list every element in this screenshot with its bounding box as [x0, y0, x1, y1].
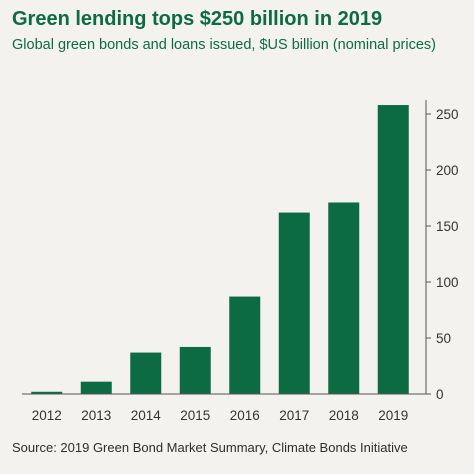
bar-2014 — [130, 352, 162, 394]
source-note: Source: 2019 Green Bond Market Summary, … — [12, 440, 408, 455]
bar-2019 — [377, 105, 409, 394]
x-tick-label: 2017 — [279, 408, 309, 423]
y-tick-label: 100 — [436, 275, 459, 290]
x-tick-label: 2014 — [131, 408, 162, 423]
bar-2017 — [278, 212, 310, 394]
y-tick-label: 50 — [436, 331, 451, 346]
x-tick-label: 2013 — [81, 408, 111, 423]
chart-subtitle: Global green bonds and loans issued, $US… — [12, 37, 436, 53]
y-tick-label: 150 — [436, 219, 459, 234]
bar-2016 — [229, 296, 261, 394]
bar-2018 — [328, 202, 360, 394]
y-tick-label: 200 — [436, 163, 459, 178]
y-tick-label: 250 — [436, 107, 459, 122]
bar-2015 — [179, 346, 211, 394]
x-tick-label: 2018 — [329, 408, 359, 423]
bar-2012 — [31, 391, 63, 394]
x-tick-label: 2015 — [180, 408, 210, 423]
y-tick-label: 0 — [436, 387, 444, 402]
x-tick-label: 2012 — [32, 408, 62, 423]
x-tick-label: 2019 — [378, 408, 408, 423]
bar-2013 — [80, 381, 112, 394]
y-ticks-group: 0 50 100 150 200 250 — [426, 107, 459, 402]
x-tick-label: 2016 — [230, 408, 260, 423]
x-labels-group: 2012 2013 2014 2015 2016 2017 2018 2019 — [32, 408, 409, 423]
chart-title: Green lending tops $250 billion in 2019 — [12, 8, 383, 30]
bars-group — [31, 105, 409, 394]
